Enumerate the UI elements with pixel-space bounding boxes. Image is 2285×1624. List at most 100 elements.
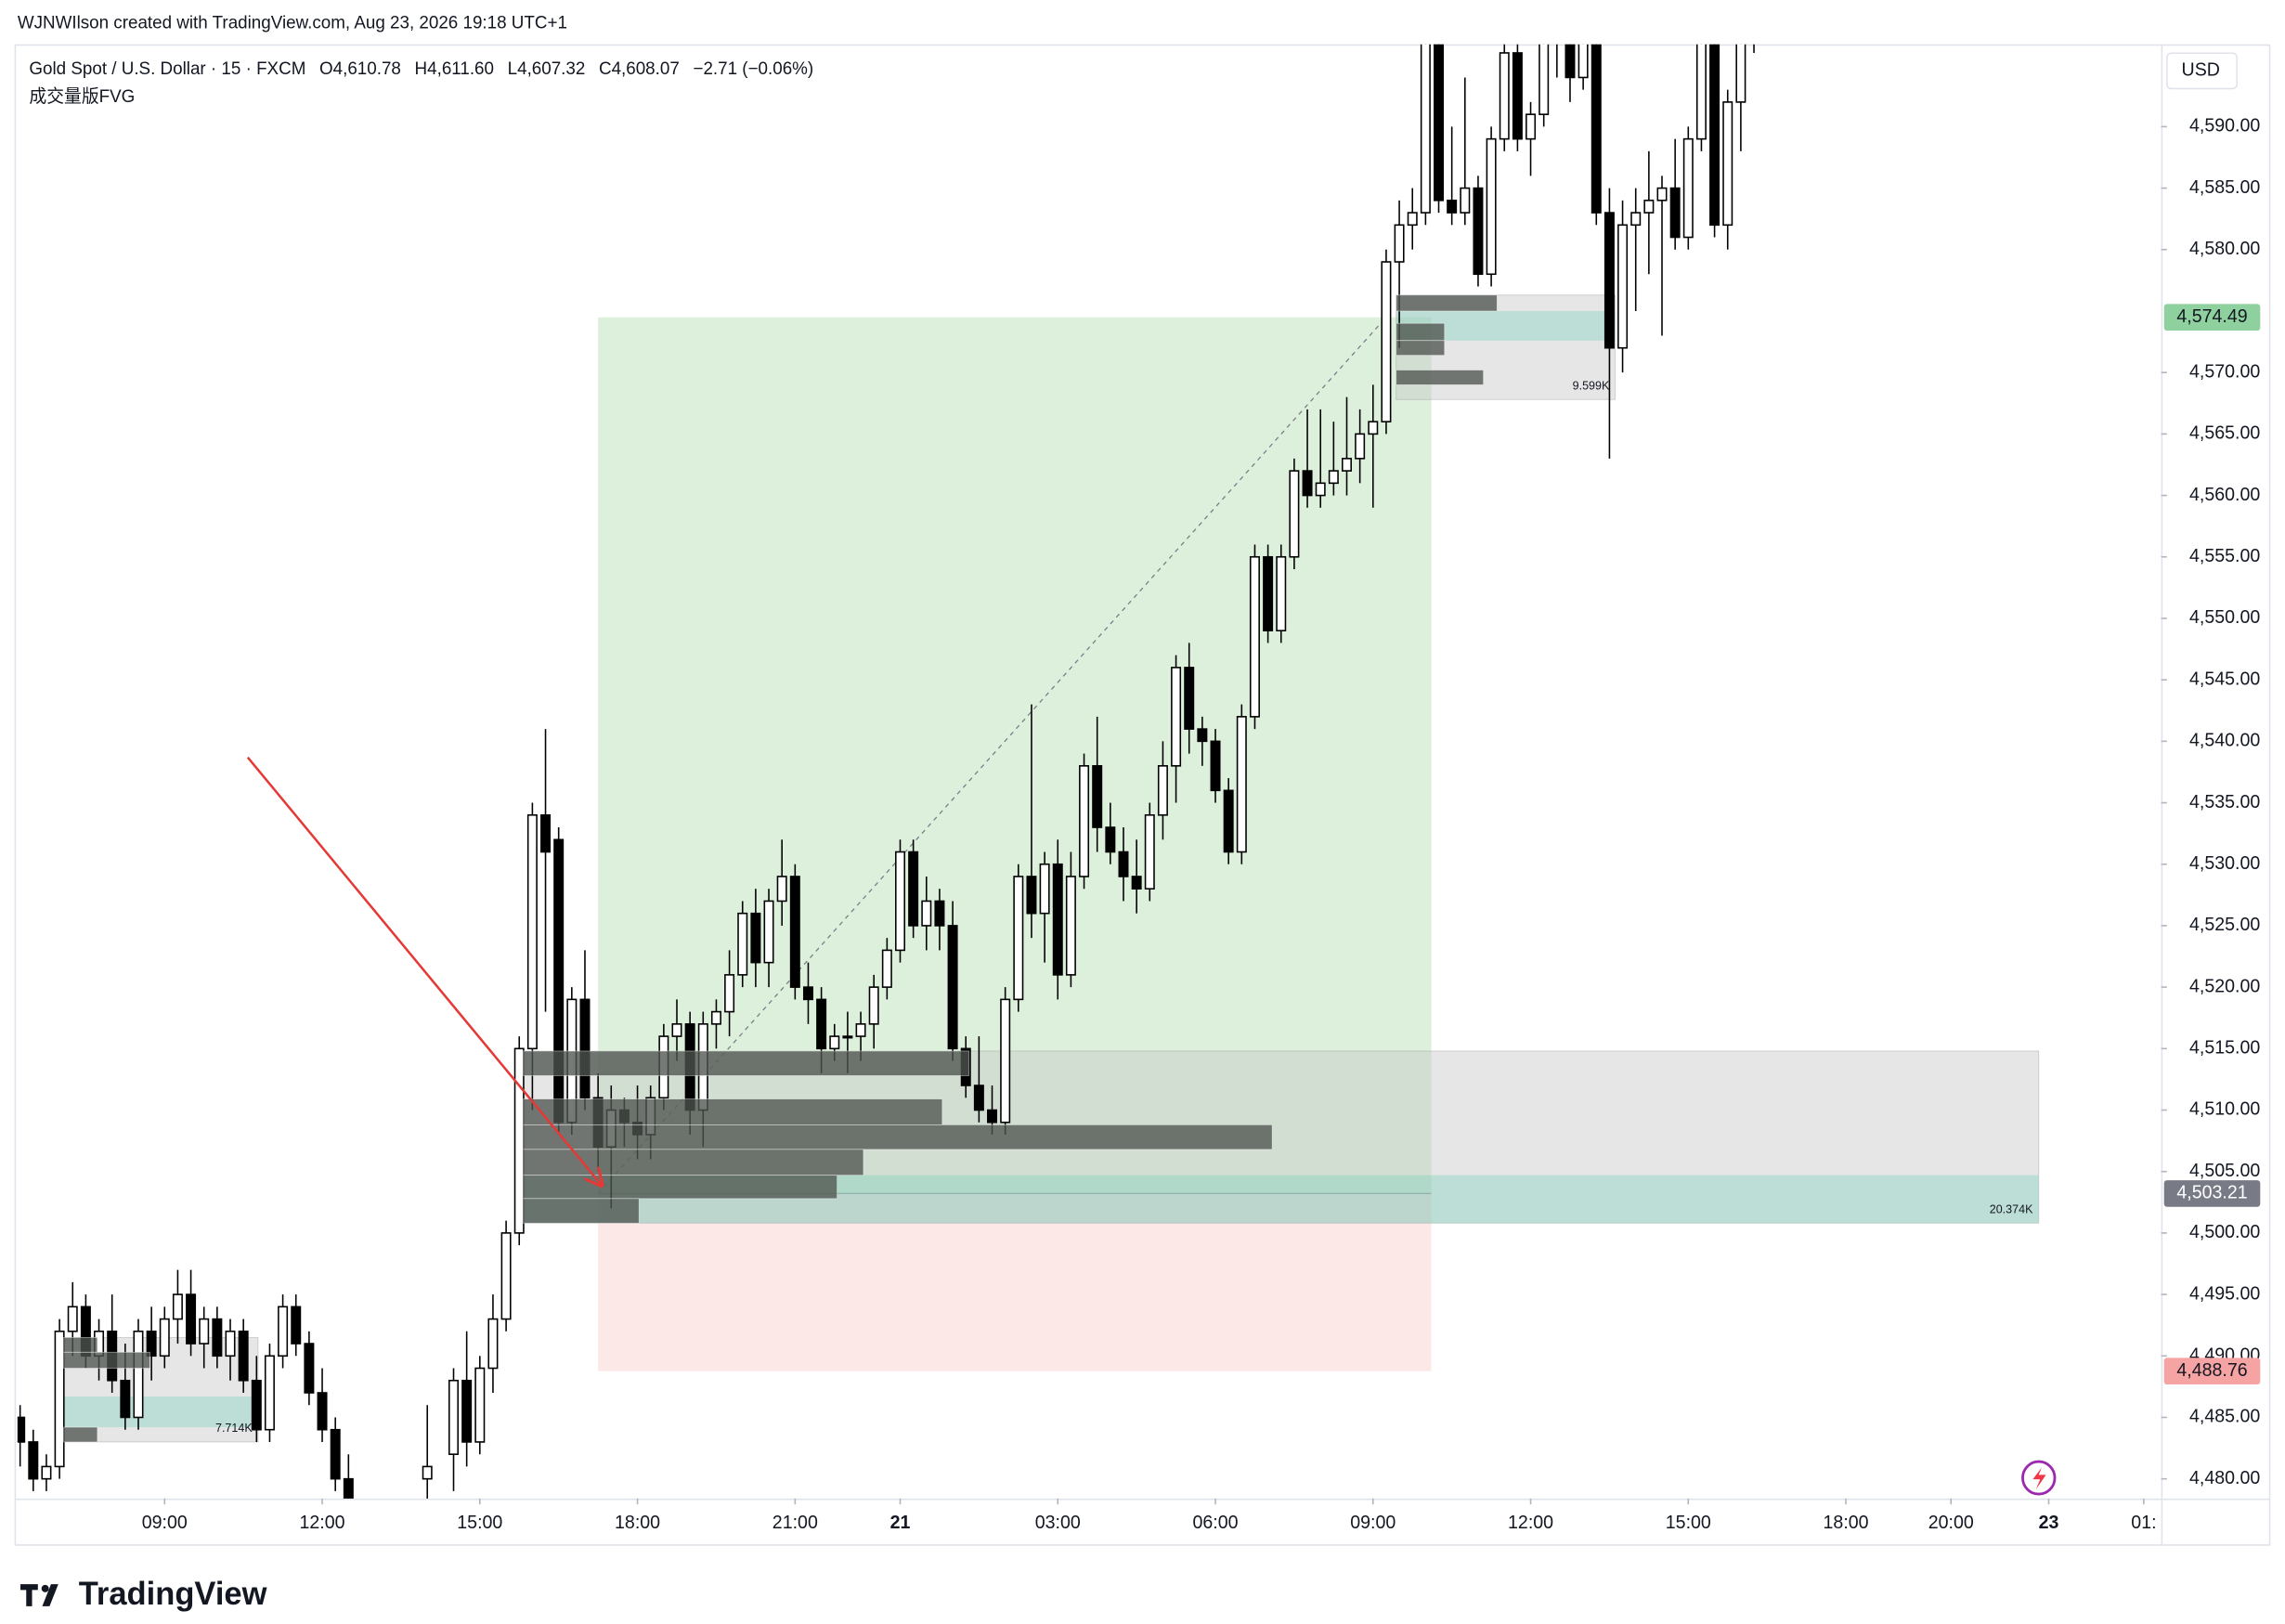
candle-body	[1368, 421, 1379, 435]
candle-body	[28, 1441, 39, 1480]
candle-body	[553, 838, 565, 1124]
y-tick-label: 4,535.00	[2189, 792, 2260, 812]
candle-body	[1735, 44, 1746, 103]
candle-body	[1682, 137, 1694, 239]
candle-body	[540, 813, 552, 853]
candle-body	[1630, 212, 1642, 227]
candle-body	[1538, 44, 1550, 115]
candle-body	[1210, 740, 1221, 792]
candle-body	[1065, 876, 1076, 976]
candle-body	[186, 1293, 197, 1345]
volume-bar	[63, 1337, 98, 1353]
candle-body	[1460, 187, 1471, 214]
candle-body	[448, 1379, 460, 1455]
candle-body	[750, 912, 761, 964]
candle-body	[1552, 0, 1561, 16]
y-tick-label: 4,495.00	[2189, 1283, 2260, 1304]
y-tick-label: 4,530.00	[2189, 853, 2260, 874]
candle-body	[1617, 224, 1629, 349]
candle-body	[1249, 555, 1260, 718]
volume-label: 20.374K	[1990, 1202, 2033, 1215]
candle-body	[802, 986, 813, 1001]
candle-body	[1039, 863, 1050, 915]
path-line	[597, 317, 1387, 1194]
y-tick-label: 4,545.00	[2189, 669, 2260, 689]
volume-bar	[63, 1426, 98, 1443]
x-tick-label: 12:00	[300, 1513, 345, 1533]
candle-body	[1394, 224, 1405, 263]
candle-body	[146, 1331, 157, 1358]
volume-label: 9.599K	[1573, 379, 1610, 392]
candle-body	[1722, 101, 1733, 227]
price-tag	[2163, 1180, 2261, 1207]
volume-bar	[523, 1098, 943, 1125]
candle-body	[1577, 44, 1589, 79]
candle-body	[291, 1306, 302, 1345]
volume-label: 7.714K	[215, 1422, 253, 1435]
candle-body	[474, 1367, 486, 1443]
chart-border	[14, 44, 2271, 1546]
candle-body	[1184, 667, 1195, 730]
legend-change: −2.71 (−0.06%)	[693, 59, 813, 79]
x-tick-label: 20:00	[1928, 1513, 1974, 1533]
x-tick-label: 21	[890, 1513, 911, 1533]
volume-bar	[523, 1124, 1273, 1150]
alert-icon[interactable]	[2021, 1460, 2057, 1496]
candle-body	[487, 1318, 499, 1370]
currency-button[interactable]	[2166, 52, 2238, 90]
candle-body	[1276, 555, 1287, 631]
y-tick-label: 4,510.00	[2189, 1099, 2260, 1120]
candle-body	[1486, 137, 1497, 276]
candle-body	[278, 1306, 289, 1358]
candle-body	[671, 1023, 682, 1037]
candle-body	[1749, 4, 1758, 41]
logo-dot	[41, 1584, 49, 1592]
candle-body	[225, 1331, 236, 1358]
candle-body	[908, 851, 919, 927]
x-tick-label: 15:00	[457, 1513, 502, 1533]
volume-bar	[523, 1050, 970, 1076]
candle-body	[1603, 212, 1615, 349]
candle-body	[934, 900, 945, 927]
legend-open: O4,610.78	[319, 59, 401, 79]
candle-body	[1709, 44, 1720, 227]
candle-body	[513, 1047, 525, 1234]
candle-body	[1643, 200, 1655, 214]
candle-body	[1236, 716, 1247, 853]
y-tick-label: 4,520.00	[2189, 976, 2260, 996]
candle-body	[133, 1331, 144, 1419]
candle-body	[1434, 44, 1445, 201]
x-tick-label: 06:00	[1192, 1513, 1238, 1533]
profit-zone	[598, 317, 1432, 1194]
candle-body	[1328, 470, 1339, 485]
logo-mark	[19, 1584, 38, 1606]
y-tick-label: 4,525.00	[2189, 915, 2260, 935]
candle-body	[1564, 44, 1576, 79]
currency[interactable]: USD	[2182, 59, 2220, 80]
candle-body	[987, 1109, 998, 1124]
candle-body	[330, 1428, 341, 1480]
candle-body	[1590, 44, 1602, 214]
candle-body	[1669, 187, 1681, 239]
alert-bolt	[2032, 1467, 2046, 1490]
x-tick-label: 18:00	[615, 1513, 660, 1533]
candle-body	[172, 1293, 183, 1320]
candle-body	[54, 1331, 65, 1468]
y-tick-label: 4,570.00	[2189, 361, 2260, 382]
candle-body	[17, 1416, 26, 1443]
candle-body	[868, 986, 879, 1025]
annotation-arrow	[246, 756, 602, 1186]
candle-body	[1052, 863, 1063, 976]
candle-body	[842, 1035, 853, 1039]
legend-high: H4,611.60	[415, 59, 494, 79]
y-tick-label: 4,590.00	[2189, 116, 2260, 136]
candle-body	[855, 1023, 866, 1037]
candle-body	[304, 1343, 315, 1394]
candle-body	[500, 1232, 512, 1320]
candle-body	[1131, 876, 1142, 890]
brand-logo: TradingView	[19, 1577, 267, 1612]
candle-body	[1656, 187, 1668, 201]
x-tick-label: 23	[2039, 1513, 2059, 1533]
candle-body	[159, 1318, 170, 1358]
price-tag	[2163, 1358, 2261, 1385]
